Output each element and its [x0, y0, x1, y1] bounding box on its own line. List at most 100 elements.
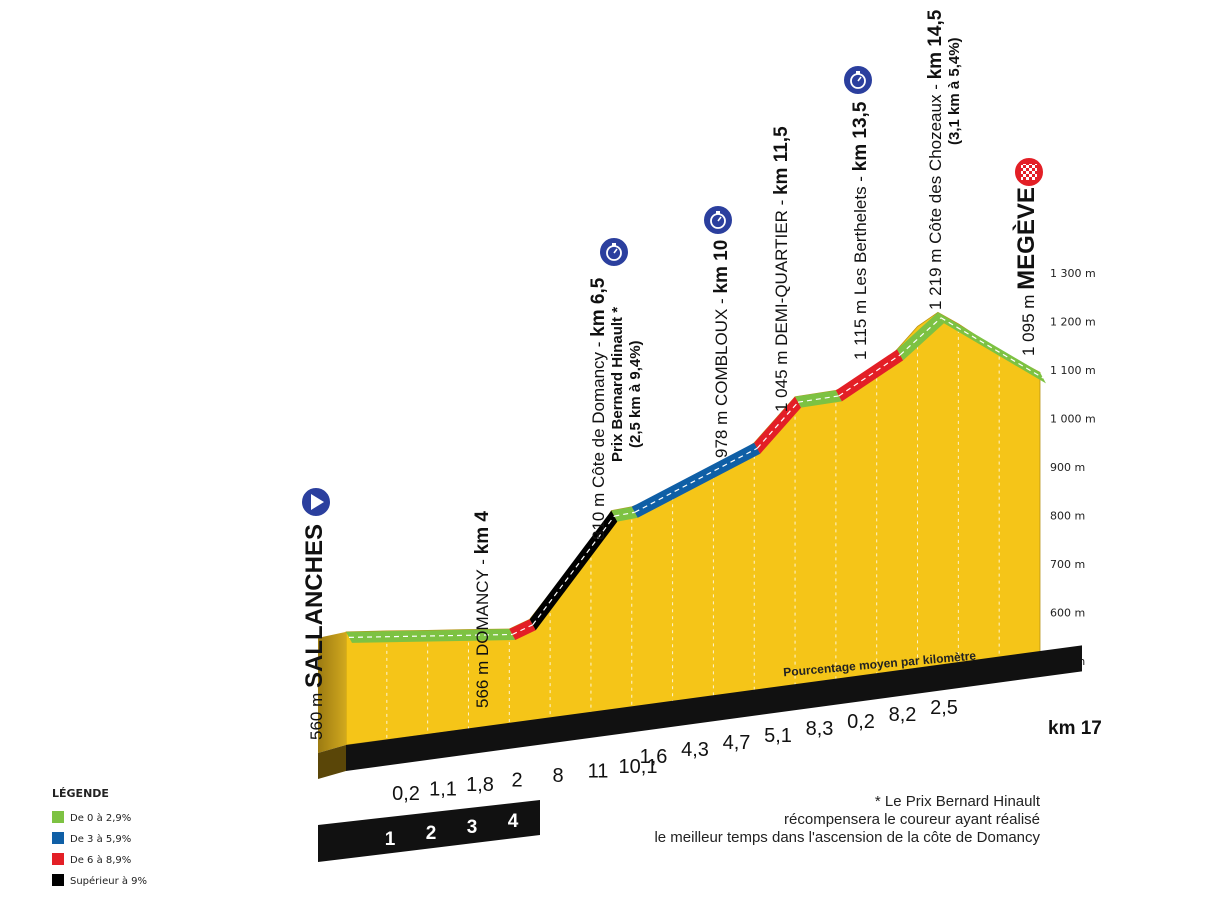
waypoint-icons	[300, 64, 1045, 518]
waypoint-label: 560 m SALLANCHES	[301, 524, 328, 740]
legend-swatch	[52, 874, 64, 886]
ribbon-dash	[614, 511, 635, 517]
ribbon-dash	[348, 633, 513, 638]
x-tick-label: 3	[467, 817, 478, 838]
ribbon-dash	[512, 624, 533, 636]
waypoint-km: km 4	[472, 511, 493, 555]
waypoint-name: MEGÈVE	[1012, 187, 1040, 290]
waypoint-label: 1 045 m DEMI-QUARTIER - km 11,5	[771, 126, 792, 412]
gradient-segment	[937, 312, 1046, 384]
per-km-percent: 4,3	[681, 739, 709, 761]
waypoint-demi-quartier: 1 045 m DEMI-QUARTIER - km 11,5	[771, 126, 792, 412]
intermediate-time-icon	[702, 204, 734, 236]
finish-icon	[1013, 156, 1045, 188]
x-tick-label: 15	[954, 711, 976, 732]
y-tick-label: 700 m	[1050, 558, 1085, 571]
waypoint-label: 978 m COMBLOUX - km 10	[711, 240, 732, 458]
x-tick-label: 4	[508, 811, 519, 832]
per-km-percent: 2,5	[930, 697, 958, 719]
waypoint-name: COMBLOUX	[712, 309, 731, 406]
waypoint-name: Les Berthelets	[851, 186, 870, 295]
legend-items: De 0 à 2,9% De 3 à 5,9% De 6 à 8,9% Supérie…	[52, 811, 147, 887]
gradient-ribbon	[346, 312, 1046, 643]
legend-item: De 6 à 8,9%	[52, 853, 131, 866]
waypoint-labels: 560 m SALLANCHES 566 m DOMANCY - km 4 810 …	[301, 9, 1040, 740]
per-km-percent: 2	[511, 770, 522, 792]
start-icon	[300, 486, 332, 518]
per-km-percent: 10,1	[619, 756, 658, 778]
x-tick-label: 2	[426, 823, 437, 844]
per-km-percent: 11	[588, 761, 609, 783]
waypoint-km: km 10	[711, 240, 732, 294]
waypoint-name: SALLANCHES	[301, 524, 328, 688]
waypoint-km: km 6,5	[588, 277, 609, 337]
x-tick-label: 1	[385, 829, 396, 850]
waypoint-cote-domancy: 810 m Côte de Domancy - km 6,5 Prix Berna…	[588, 277, 644, 540]
y-tick-label: 1 300 m	[1050, 267, 1096, 280]
y-tick-label: 600 m	[1050, 607, 1085, 620]
legend-label: De 6 à 8,9%	[70, 854, 131, 866]
waypoint-domancy: 566 m DOMANCY - km 4	[472, 511, 493, 708]
y-tick-label: 900 m	[1050, 461, 1085, 474]
waypoint-extra: (2,5 km à 9,4%)	[627, 340, 644, 448]
x-tick-label: 13	[871, 724, 892, 745]
footnote-line-1: * Le Prix Bernard Hinault	[875, 793, 1041, 810]
waypoint-label: 1 219 m Côte des Chozeaux - km 14,5	[925, 9, 946, 310]
y-tick-label: 1 200 m	[1050, 316, 1096, 329]
waypoint-label: 1 095 m MEGÈVE	[1012, 187, 1040, 356]
waypoint-combloux: 978 m COMBLOUX - km 10	[711, 240, 732, 458]
waypoint-extra: (3,1 km à 5,4%)	[946, 37, 963, 145]
waypoint-extra: Prix Bernard Hinault *	[609, 307, 626, 462]
legend-label: Supérieur à 9%	[70, 875, 147, 887]
x-end-label: km 17	[1048, 718, 1102, 739]
per-km-percent: 1,1	[429, 779, 457, 801]
ribbon-dash	[797, 395, 839, 403]
per-km-percent: 8,2	[889, 704, 917, 726]
waypoint-sep: -	[851, 171, 870, 186]
intermediate-time-icon	[842, 64, 874, 96]
profile-side	[318, 631, 346, 753]
per-km-percent: 0,2	[847, 711, 875, 733]
per-km-percent: 0,2	[392, 783, 420, 805]
waypoint-name: Côte des Chozeaux	[926, 94, 945, 244]
waypoint-label: 810 m Côte de Domancy - km 6,5	[588, 277, 609, 540]
ribbon-dash	[756, 401, 799, 449]
per-km-percent: 8	[552, 765, 563, 787]
y-tick-label: 800 m	[1050, 510, 1085, 523]
waypoint-altitude: 1 095 m	[1019, 290, 1038, 356]
waypoint-km: km 11,5	[771, 126, 792, 195]
legend-label: De 3 à 5,9%	[70, 833, 131, 845]
ribbon-dash	[838, 354, 901, 397]
waypoint-sep: -	[712, 294, 731, 309]
waypoint-label: 1 115 m Les Berthelets - km 13,5	[850, 101, 871, 360]
x-tick-label: 16	[996, 705, 1017, 726]
legend-label: De 0 à 2,9%	[70, 812, 131, 824]
waypoint-chozeaux: 1 219 m Côte des Chozeaux - km 14,5 (3,1 …	[925, 9, 963, 310]
waypoint-km: km 14,5	[925, 9, 946, 79]
legend-swatch	[52, 811, 64, 823]
x-tick-label: 11	[789, 736, 810, 757]
legend-title: LÉGENDE	[52, 787, 109, 800]
footnote-line-3: le meilleur temps dans l'ascension de la…	[654, 829, 1040, 846]
legend-item: De 3 à 5,9%	[52, 832, 131, 845]
waypoint-megeve: 1 095 m MEGÈVE	[1012, 187, 1040, 356]
legend: LÉGENDE De 0 à 2,9% De 3 à 5,9% De 6 à 8,9…	[52, 787, 147, 887]
ribbon-dash	[899, 317, 942, 356]
ribbon-dash	[940, 317, 1044, 379]
waypoint-sep: -	[772, 195, 791, 210]
base-band-bottom	[318, 800, 540, 862]
per-km-percent: 5,1	[764, 725, 792, 747]
waypoint-km: km 13,5	[850, 101, 871, 171]
per-km-percent: 1,8	[466, 774, 494, 796]
x-tick-label: 9	[711, 749, 722, 770]
legend-item: Supérieur à 9%	[52, 874, 147, 887]
waypoint-name: DOMANCY	[473, 569, 492, 656]
legend-swatch	[52, 853, 64, 865]
km-dividers	[386, 329, 1000, 830]
y-tick-label: 1 000 m	[1050, 413, 1096, 426]
base-band	[318, 645, 1082, 862]
waypoint-sep: -	[926, 79, 945, 94]
waypoint-altitude: 1 219 m	[926, 244, 945, 310]
